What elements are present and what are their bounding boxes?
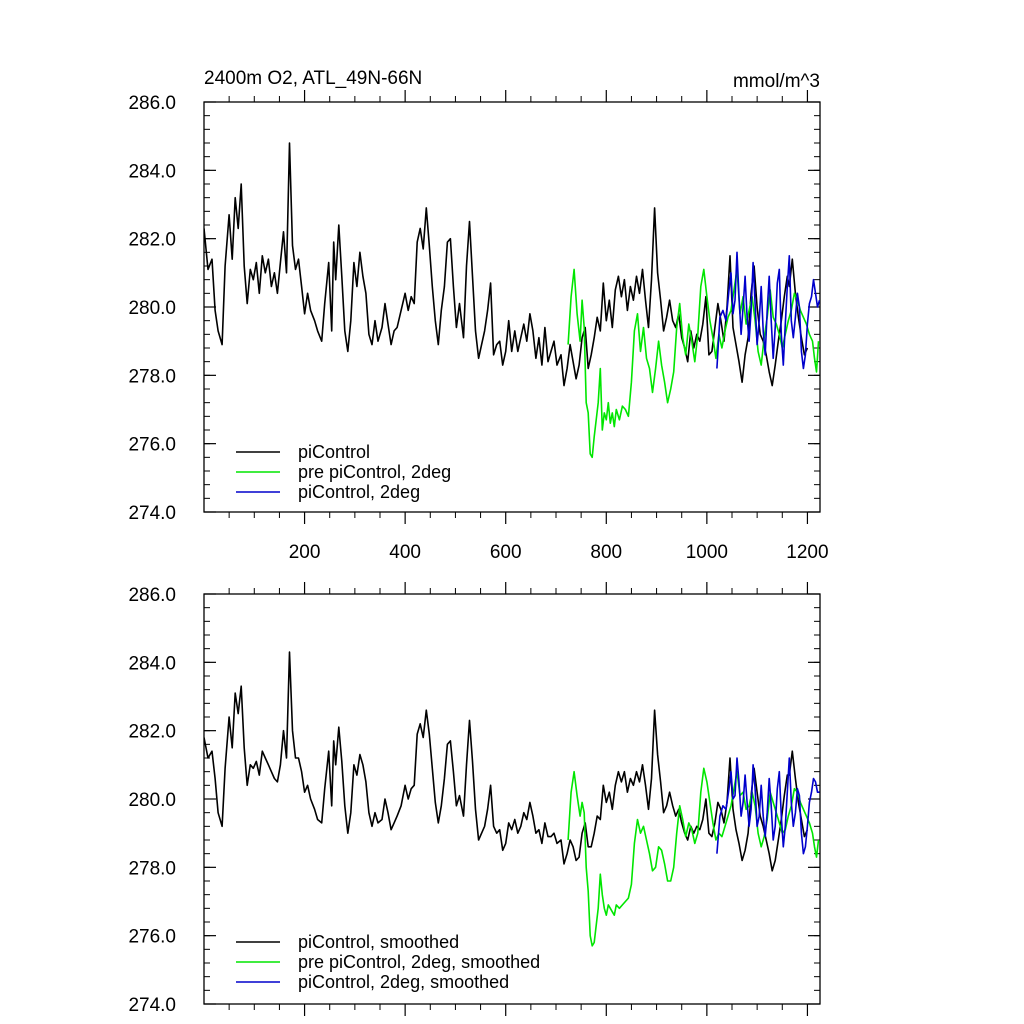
y-tick-label: 276.0 [128, 927, 176, 948]
y-tick-label: 286.0 [128, 93, 176, 114]
y-tick-label: 284.0 [128, 653, 176, 674]
x-tick-label: 800 [590, 542, 622, 563]
legend-label: piControl [298, 442, 370, 462]
y-tick-label: 274.0 [128, 995, 176, 1016]
bottom-panel: 274.0 276.0 278.0 280.0 282.0 284.0 286.0 piCon… [128, 582, 821, 1016]
y-tick-label: 282.0 [128, 722, 176, 743]
y-tick-label: 274.0 [128, 503, 176, 524]
y-tick-label: 276.0 [128, 435, 176, 456]
legend-label: piControl, 2deg, smoothed [298, 972, 509, 992]
y-tick-label: 284.0 [128, 161, 176, 182]
y-tick-label: 278.0 [128, 366, 176, 387]
series-line-3 [716, 757, 820, 855]
series-line-1 [204, 142, 809, 387]
y-tick-label: 282.0 [128, 230, 176, 251]
series-line-2 [567, 268, 820, 459]
units-label: mmol/m^3 [733, 71, 820, 92]
y-tick-label: 280.0 [128, 790, 176, 811]
legend-label: pre piControl, 2deg [298, 462, 451, 482]
y-tick-label: 280.0 [128, 298, 176, 319]
top-panel: 274.0 276.0 278.0 280.0 282.0 284.0 286.0 200 40… [128, 90, 829, 563]
x-tick-label: 600 [490, 542, 522, 563]
x-tick-label: 400 [389, 542, 421, 563]
x-tick-label: 1000 [686, 542, 728, 563]
x-tick-label: 200 [289, 542, 321, 563]
x-tick-label: 1200 [786, 542, 828, 563]
plot-title: 2400m O2, ATL_49N-66N [204, 68, 422, 89]
y-tick-label: 286.0 [128, 585, 176, 606]
y-tick-label: 278.0 [128, 858, 176, 879]
legend-label: pre piControl, 2deg, smoothed [298, 952, 540, 972]
legend-label: piControl, 2deg [298, 482, 420, 502]
series-line-3 [716, 251, 820, 370]
series-line-1 [204, 651, 809, 872]
legend-label: piControl, smoothed [298, 932, 459, 952]
